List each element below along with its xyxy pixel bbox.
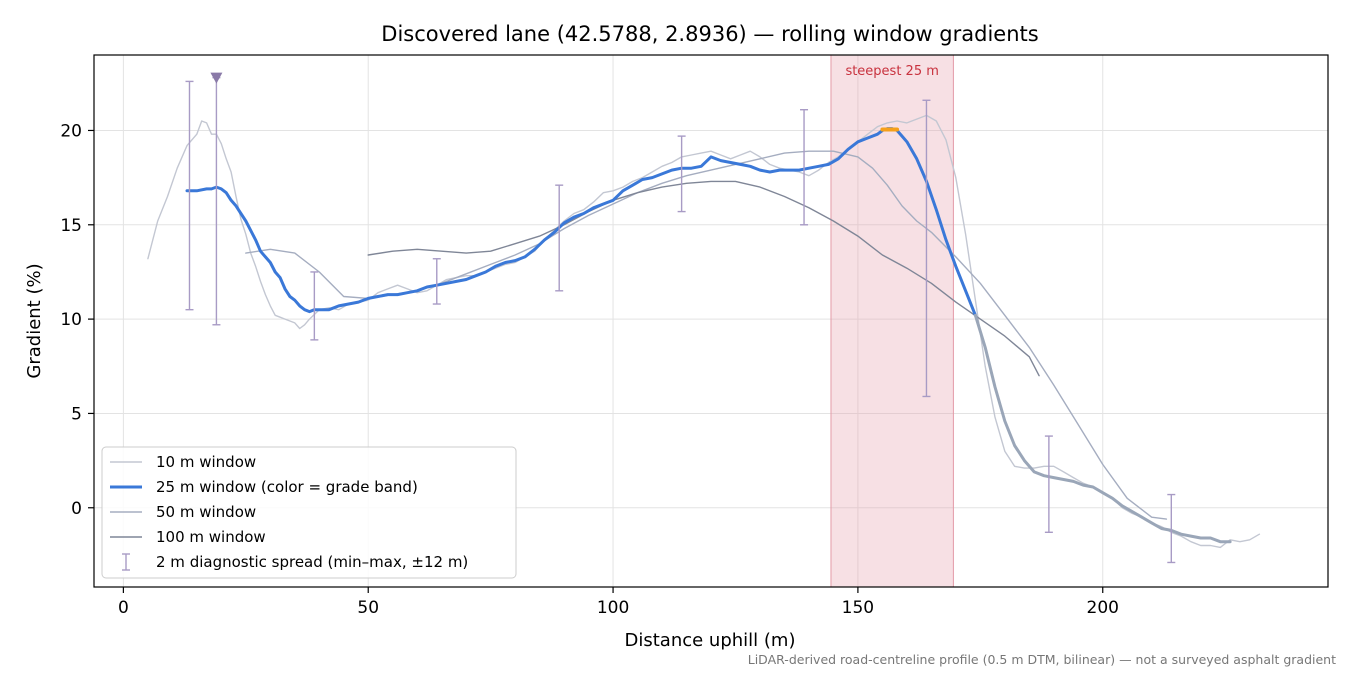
plot-frame <box>93 54 1329 588</box>
legend-box <box>101 446 517 579</box>
series-line-0 <box>147 114 1261 549</box>
peak-marker <box>210 72 223 84</box>
y-tick-label: 0 <box>71 499 82 519</box>
y-tick-label: 15 <box>60 216 82 236</box>
shaded-region: steepest 25 m <box>830 55 954 587</box>
legend-label: 25 m window (color = grade band) <box>156 478 418 496</box>
y-tick-label: 5 <box>71 404 82 424</box>
x-axis-label: Distance uphill (m) <box>625 630 796 651</box>
x-tick-label: 50 <box>357 598 379 618</box>
x-tick-label: 150 <box>842 598 874 618</box>
legend-label: 10 m window <box>156 453 256 471</box>
y-tick-label: 10 <box>60 310 82 330</box>
steepest-region <box>830 55 954 587</box>
legend-label: 100 m window <box>156 528 266 546</box>
steepest-region-label: steepest 25 m <box>845 64 938 79</box>
x-tick-label: 200 <box>1087 598 1119 618</box>
error-bars <box>185 72 1176 564</box>
legend-label: 2 m diagnostic spread (min–max, ±12 m) <box>156 553 468 571</box>
ticks: 0 50 100 150 200 0 5 10 15 20 <box>60 121 1119 618</box>
series-line-3 <box>185 127 977 317</box>
y-axis-label: Gradient (%) <box>24 263 45 378</box>
series-lines <box>147 114 1261 549</box>
legend-label: 50 m window <box>156 503 256 521</box>
x-tick-label: 100 <box>597 598 629 618</box>
footnote: LiDAR-derived road-centreline profile (0… <box>748 652 1336 667</box>
legend: 10 m window 25 m window (color = grade ba… <box>101 446 517 579</box>
chart-title: Discovered lane (42.5788, 2.8936) — roll… <box>381 22 1038 46</box>
y-tick-label: 20 <box>60 121 82 141</box>
x-tick-label: 0 <box>118 598 129 618</box>
series-line-2 <box>367 180 1040 377</box>
grid <box>94 55 1328 587</box>
series-line-4 <box>973 313 1232 544</box>
